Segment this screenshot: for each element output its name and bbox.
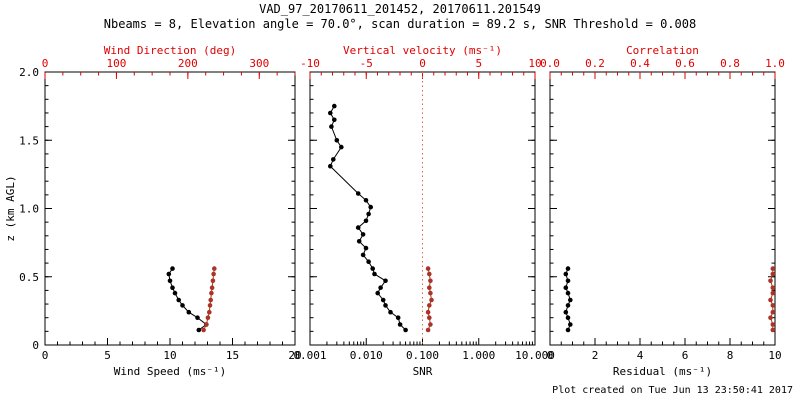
svg-text:0: 0: [42, 349, 49, 362]
svg-text:-10: -10: [300, 57, 320, 70]
svg-text:0: 0: [32, 339, 39, 352]
svg-text:10: 10: [163, 349, 176, 362]
svg-text:0: 0: [547, 349, 554, 362]
svg-text:0: 0: [419, 57, 426, 70]
svg-text:1.000: 1.000: [462, 349, 495, 362]
svg-text:2: 2: [592, 349, 599, 362]
svg-text:10: 10: [768, 349, 781, 362]
series-snr-profile: [328, 103, 408, 333]
plot-created-timestamp: Plot created on Tue Jun 13 23:50:41 2017: [552, 385, 793, 396]
svg-text:0.001: 0.001: [293, 349, 326, 362]
svg-text:4: 4: [637, 349, 644, 362]
svg-text:0.010: 0.010: [350, 349, 383, 362]
y-axis-label: z (km AGL): [4, 175, 17, 241]
svg-text:SNR: SNR: [413, 365, 433, 378]
svg-text:0.2: 0.2: [585, 57, 605, 70]
svg-text:15: 15: [226, 349, 239, 362]
svg-text:Residual (ms⁻¹): Residual (ms⁻¹): [613, 365, 712, 378]
svg-text:200: 200: [178, 57, 198, 70]
panel-residual: 0 2 4 6 8 10 0.0 0.2 0.4 0.6 0.8 1.0 Residual (ms⁻¹)…: [540, 44, 785, 378]
svg-text:0.6: 0.6: [675, 57, 695, 70]
svg-text:2.0: 2.0: [19, 66, 39, 79]
svg-text:5: 5: [475, 57, 482, 70]
series-residual: [563, 266, 573, 333]
svg-text:Wind Direction (deg): Wind Direction (deg): [104, 44, 236, 57]
series-vertical-velocity: [425, 266, 434, 333]
series-correlation: [768, 266, 776, 333]
svg-text:10: 10: [528, 57, 541, 70]
svg-text:5: 5: [104, 349, 111, 362]
series-wind-direction: [201, 266, 217, 333]
svg-text:0.8: 0.8: [720, 57, 740, 70]
svg-text:0.100: 0.100: [406, 349, 439, 362]
svg-text:Wind Speed (ms⁻¹): Wind Speed (ms⁻¹): [114, 365, 227, 378]
svg-text:8: 8: [727, 349, 734, 362]
figure-title: VAD_97_20170611_201452, 20170611.201549: [259, 2, 541, 16]
svg-text:1.5: 1.5: [19, 134, 39, 147]
series-wind-speed: [166, 266, 209, 333]
svg-text:300: 300: [249, 57, 269, 70]
svg-text:0.0: 0.0: [540, 57, 560, 70]
svg-text:-5: -5: [360, 57, 373, 70]
svg-text:1.0: 1.0: [765, 57, 785, 70]
figure-subtitle: Nbeams = 8, Elevation angle = 70.0°, sca…: [103, 17, 697, 31]
svg-text:20: 20: [288, 349, 301, 362]
svg-text:100: 100: [106, 57, 126, 70]
svg-text:10.000: 10.000: [515, 349, 555, 362]
svg-text:Vertical velocity (ms⁻¹): Vertical velocity (ms⁻¹): [343, 44, 502, 57]
svg-text:0: 0: [42, 57, 49, 70]
panel-snr: 0.001 0.010 0.100 1.000 10.000 -10 -5 0 5 10 SNR Ve…: [293, 44, 554, 378]
svg-text:0.4: 0.4: [630, 57, 650, 70]
svg-text:Correlation: Correlation: [626, 44, 699, 57]
svg-text:6: 6: [682, 349, 689, 362]
svg-text:1.0: 1.0: [19, 203, 39, 216]
svg-text:0.5: 0.5: [19, 271, 39, 284]
